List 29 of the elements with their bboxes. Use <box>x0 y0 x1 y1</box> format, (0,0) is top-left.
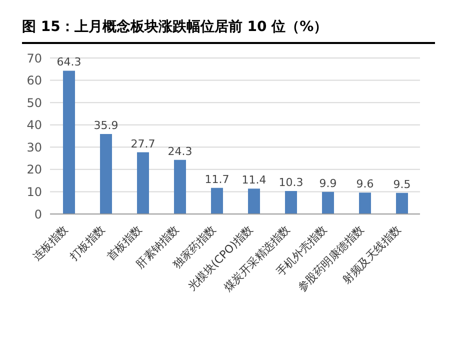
y-tick-label: 50 <box>26 96 42 110</box>
y-tick-label: 20 <box>26 162 42 177</box>
y-tick-label: 60 <box>26 74 42 88</box>
y-tick-label: 10 <box>26 184 42 199</box>
bar <box>285 191 297 214</box>
data-label: 27.7 <box>130 137 156 150</box>
bar <box>322 192 334 214</box>
bar <box>63 70 75 214</box>
bar <box>248 188 260 214</box>
chart-title: 图 15：上月概念板块涨跌幅位居前 10 位（%） <box>22 18 435 44</box>
bar <box>137 152 149 214</box>
y-tick-label: 40 <box>26 118 42 132</box>
data-label: 9.6 <box>356 178 374 191</box>
y-tick-label: 70 <box>26 51 42 66</box>
data-label: 11.4 <box>242 174 266 187</box>
data-label: 64.3 <box>56 56 82 69</box>
data-label: 9.9 <box>319 176 337 190</box>
data-label: 9.5 <box>393 178 411 191</box>
data-label: 10.3 <box>278 176 304 190</box>
data-label: 11.7 <box>204 172 230 186</box>
bar <box>211 188 223 214</box>
bar <box>396 192 408 214</box>
y-tick-label: 30 <box>26 140 42 154</box>
data-label: 24.3 <box>168 144 192 158</box>
bar <box>359 192 371 214</box>
bar <box>100 134 112 214</box>
bar <box>174 160 186 214</box>
y-tick-label: 0 <box>34 207 42 222</box>
data-label: 35.9 <box>94 118 118 132</box>
